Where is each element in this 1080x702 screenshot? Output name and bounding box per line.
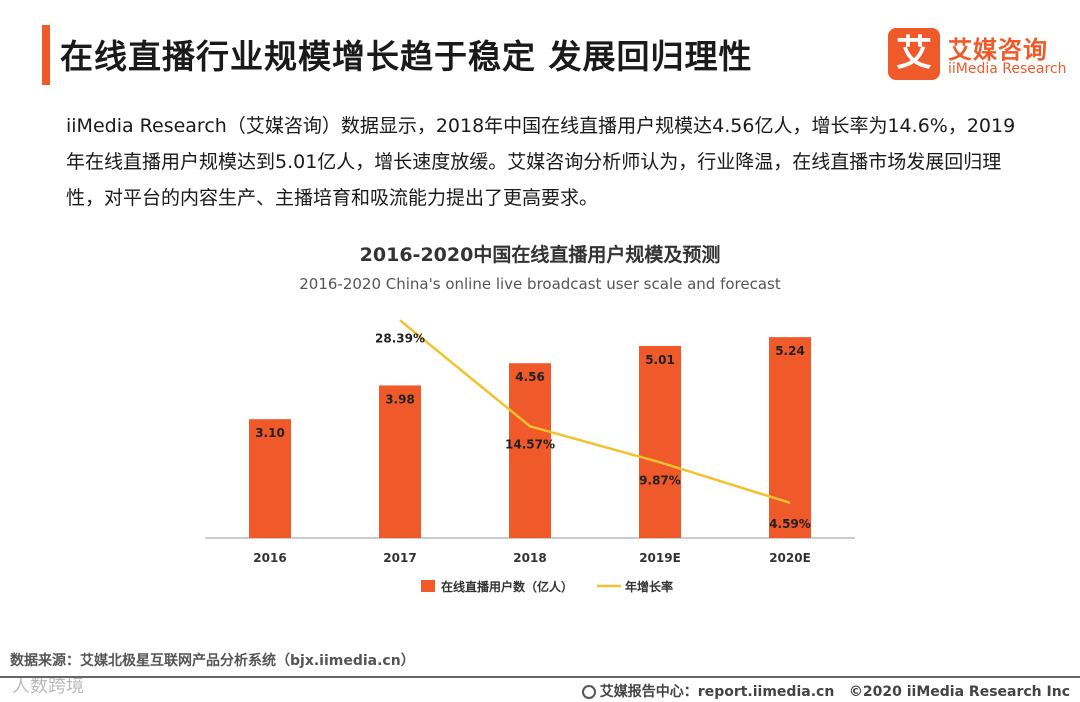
header: 在线直播行业规模增长趋于稳定 发展回归理性 艾 艾媒咨询 iiMedia Res… xyxy=(0,0,1080,100)
x-tick-label-2020E: 2020E xyxy=(769,551,811,565)
chart-subtitle: 2016-2020 China's online live broadcast … xyxy=(299,275,781,293)
bar-2018 xyxy=(509,363,551,538)
iimedia-logo: 艾 艾媒咨询 iiMedia Research xyxy=(888,28,1068,82)
page-title: 在线直播行业规模增长趋于稳定 发展回归理性 xyxy=(60,37,753,76)
bar-2019E xyxy=(639,345,681,538)
watermark: 人数跨境 xyxy=(12,676,84,697)
chart-title: 2016-2020中国在线直播用户规模及预测 xyxy=(359,244,721,266)
footer-report-center: 艾媒报告中心：report.iimedia.cn xyxy=(599,684,835,700)
footer-copyright: ©2020 iiMedia Research Inc xyxy=(848,684,1070,700)
bar-label-2020E: 5.24 xyxy=(775,344,805,358)
footer-divider xyxy=(0,676,1080,678)
growth-rate-line xyxy=(399,319,791,504)
bar-label-2019E: 5.01 xyxy=(645,353,675,367)
line-label-2020E: 4.59% xyxy=(769,517,811,531)
bar-label-2018: 4.56 xyxy=(515,370,545,384)
line-label-2019E: 9.87% xyxy=(639,473,681,487)
bar-label-2017: 3.98 xyxy=(385,392,415,406)
data-source-note: 数据来源：艾媒北极星互联网产品分析系统（bjx.iimedia.cn） xyxy=(10,653,415,669)
bar-2017 xyxy=(379,385,421,538)
intro-paragraph: iiMedia Research（艾媒咨询）数据显示，2018年中国在线直播用户… xyxy=(66,115,1016,209)
legend-bar-label: 在线直播用户数（亿人） xyxy=(441,579,573,594)
footer: 艾媒报告中心：report.iimedia.cn ©2020 iiMedia R… xyxy=(581,681,1070,701)
user-scale-chart: 3.10 3.98 4.56 5.01 5.24 2016 2017 2018 2019E 202… xyxy=(205,319,855,594)
x-tick-label-2019E: 2019E xyxy=(639,551,681,565)
x-tick-label-2016: 2016 xyxy=(253,551,286,565)
logo-mark-icon: 艾 xyxy=(888,28,940,80)
line-label-2018: 14.57% xyxy=(505,437,555,451)
title-accent-bar xyxy=(42,25,50,85)
logo-chinese-name: 艾媒咨询 xyxy=(948,36,1048,64)
legend-line-label: 年增长率 xyxy=(625,579,673,594)
report-center-icon xyxy=(581,685,596,699)
x-tick-label-2018: 2018 xyxy=(513,551,546,565)
logo-english-name: iiMedia Research xyxy=(948,61,1067,77)
bar-label-2016: 3.10 xyxy=(255,426,285,440)
x-tick-label-2017: 2017 xyxy=(383,551,416,565)
bar-2016 xyxy=(249,419,291,538)
legend-bar-swatch xyxy=(421,580,435,592)
bar-2020E xyxy=(769,337,811,538)
line-label-2017: 28.39% xyxy=(375,331,425,345)
